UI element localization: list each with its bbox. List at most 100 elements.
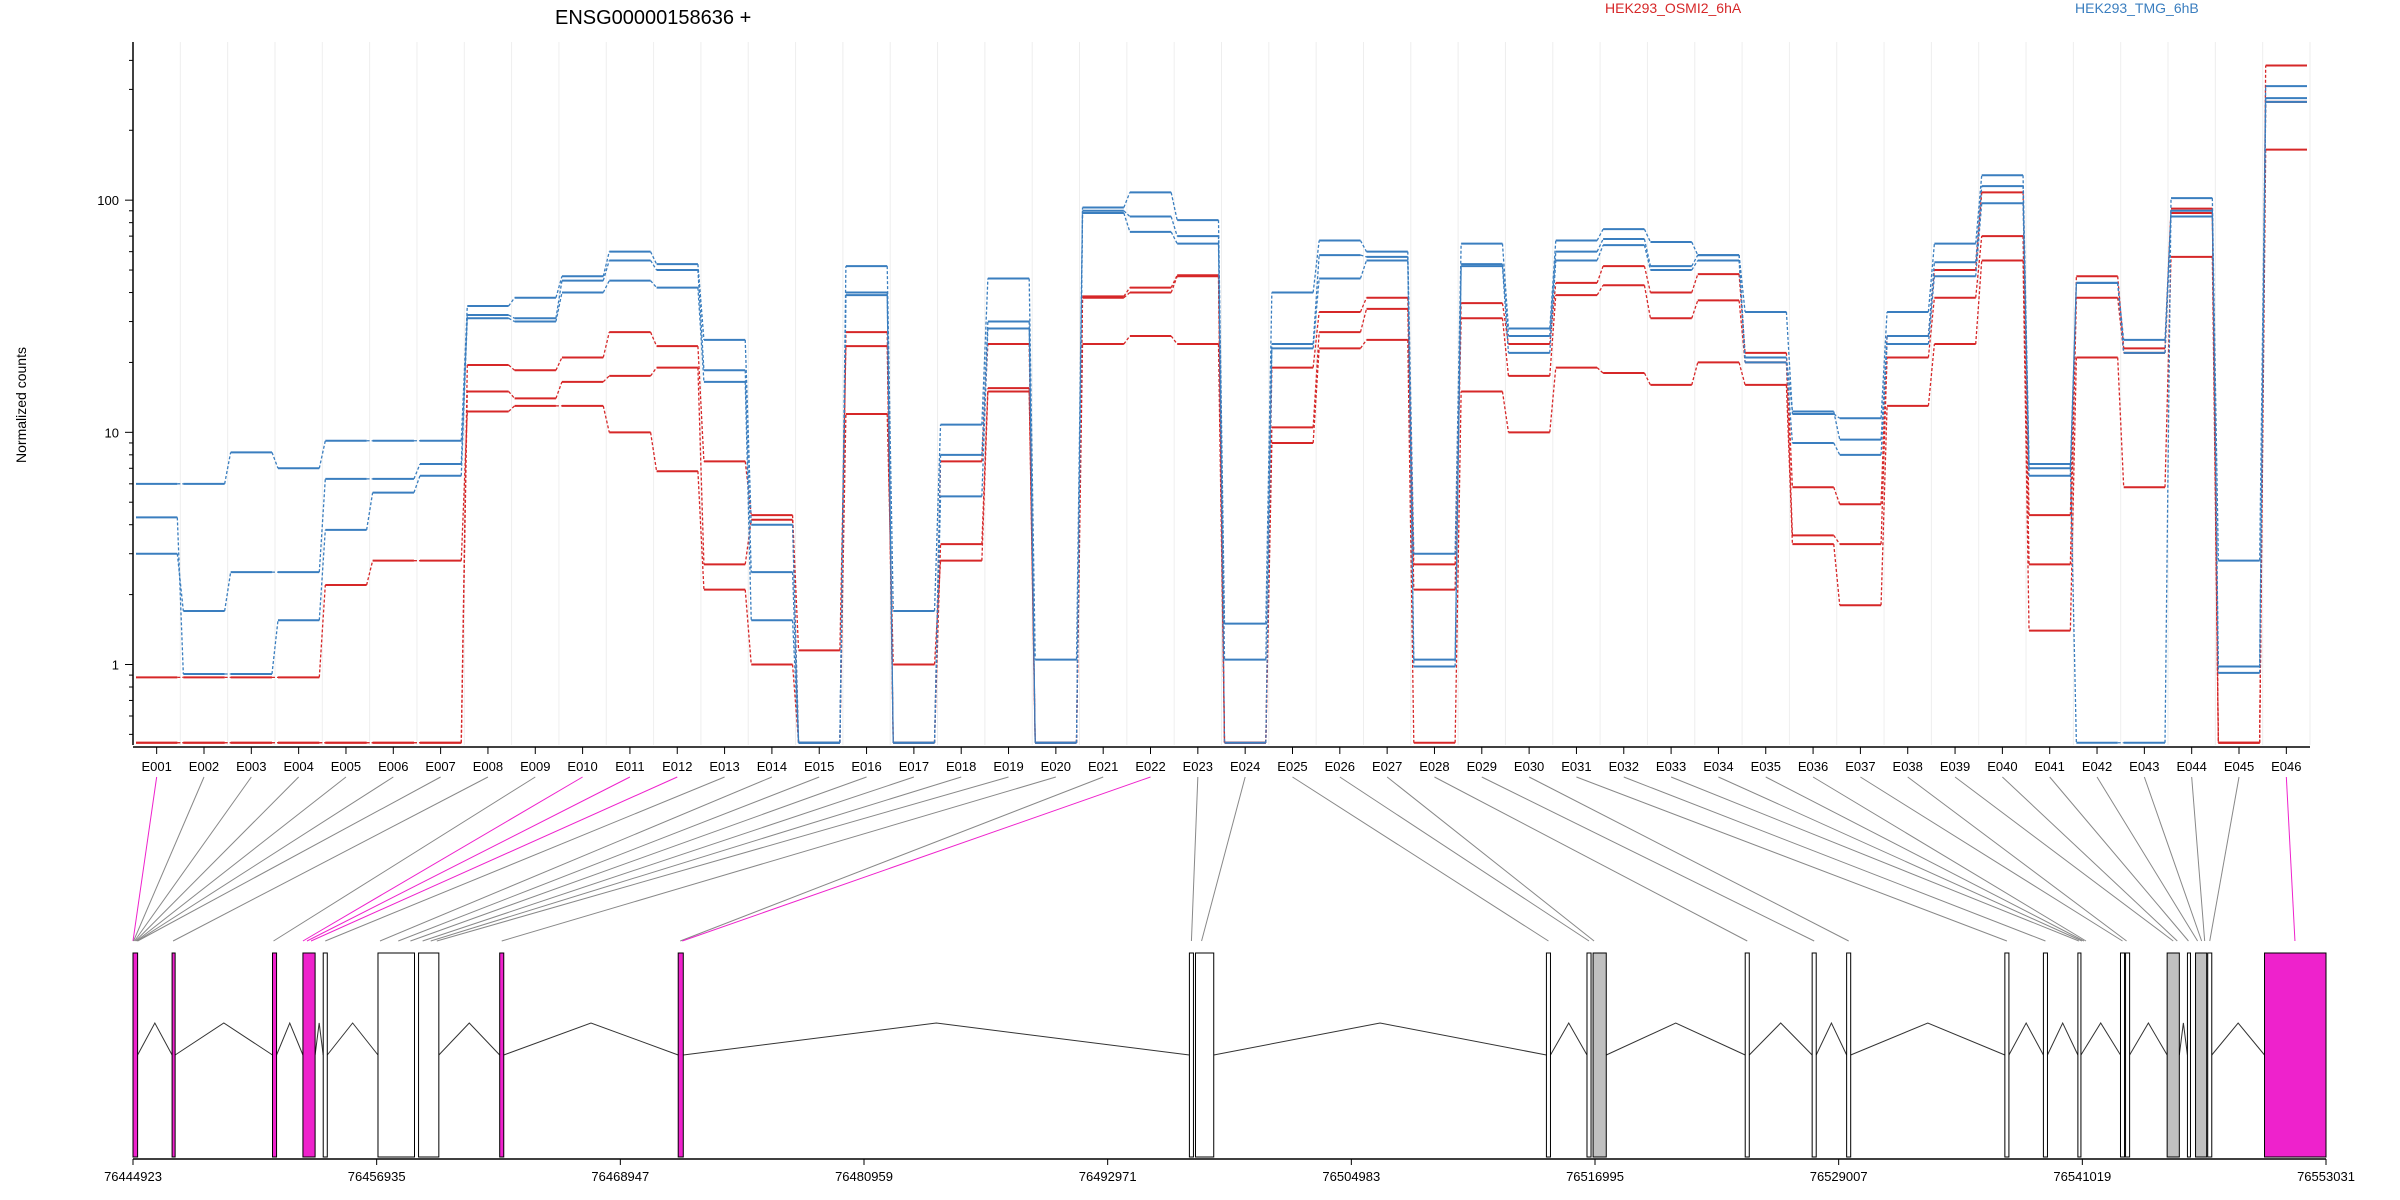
connector-E028: [1434, 776, 1748, 942]
exon-label-E006: E006: [378, 759, 408, 774]
connector-E038: [1907, 776, 2127, 942]
connector-E044: [2191, 776, 2206, 942]
intron: [683, 1022, 1190, 1056]
exon-label-E023: E023: [1183, 759, 1213, 774]
intron: [1850, 1022, 2006, 1056]
exon-label-E038: E038: [1893, 759, 1923, 774]
connector-E024: [1201, 776, 1246, 942]
exon-label-E042: E042: [2082, 759, 2112, 774]
connector-E029: [1481, 776, 1815, 942]
exon-label-E017: E017: [899, 759, 929, 774]
connector-E001: [132, 776, 158, 942]
connector-E035: [1765, 776, 2085, 942]
exon-label-E024: E024: [1230, 759, 1260, 774]
intron: [438, 1022, 501, 1056]
intron: [2047, 1021, 2079, 1056]
connector-E020: [501, 776, 1057, 942]
exon-label-E030: E030: [1514, 759, 1544, 774]
exon-block: [377, 952, 415, 1158]
exon-label-E021: E021: [1088, 759, 1118, 774]
legend-entry-tmg: HEK293_TMG_6hB: [2075, 0, 2199, 16]
exon-block: [1188, 952, 1194, 1158]
exon-block: [499, 952, 505, 1158]
coord-label: 76529007: [1810, 1169, 1868, 1184]
exon-block: [2119, 952, 2126, 1158]
exon-label-E036: E036: [1798, 759, 1828, 774]
intron: [2080, 1022, 2121, 1056]
exon-label-E014: E014: [757, 759, 787, 774]
exon-label-E037: E037: [1845, 759, 1875, 774]
exon-block: [322, 952, 328, 1158]
exon-label-E003: E003: [236, 759, 266, 774]
intron: [276, 1021, 304, 1056]
exon-block: [2042, 952, 2048, 1158]
exon-label-E022: E022: [1135, 759, 1165, 774]
exon-label-E011: E011: [615, 759, 644, 774]
intron: [326, 1022, 379, 1056]
exon-label-E010: E010: [567, 759, 597, 774]
series-connector: [177, 86, 2267, 744]
connector-E021: [680, 776, 1104, 942]
exon-block: [1592, 952, 1607, 1158]
connector-E015: [398, 776, 820, 942]
exon-label-E012: E012: [662, 759, 692, 774]
exon-label-E018: E018: [946, 759, 976, 774]
series-HEK293_TMG_6hB-5: [136, 100, 2307, 744]
exon-block: [2264, 952, 2327, 1158]
exon-label-E015: E015: [804, 759, 834, 774]
exon-block: [302, 952, 316, 1158]
coord-label: 76516995: [1566, 1169, 1624, 1184]
exon-block: [1194, 952, 1215, 1158]
connector-E026: [1339, 776, 1590, 942]
y-tick-label: 10: [105, 425, 119, 440]
exon-block: [2004, 952, 2010, 1158]
connector-E022: [682, 776, 1151, 942]
exon-block: [171, 952, 176, 1158]
connector-E034: [1718, 776, 2083, 942]
connector-E011: [306, 776, 631, 942]
exon-label-E005: E005: [331, 759, 361, 774]
genomic-coordinate-axis: 76444923 76456935 76468947 76480959 76492971…: [104, 1158, 2355, 1184]
y-tick-label: 1: [112, 657, 119, 672]
y-axis-label: Normalized counts: [13, 347, 29, 463]
intron: [1606, 1022, 1746, 1056]
exon-label-E045: E045: [2224, 759, 2254, 774]
connector-E025: [1292, 776, 1549, 942]
coord-label: 76468947: [591, 1169, 649, 1184]
intron: [174, 1022, 273, 1056]
plot-series: [136, 64, 2307, 744]
connector-E008: [172, 776, 489, 942]
exon-label-E046: E046: [2271, 759, 2301, 774]
exon-block: [2125, 952, 2131, 1158]
connector-E032: [1623, 776, 2046, 942]
exon-label-E008: E008: [473, 759, 503, 774]
connector-E036: [1812, 776, 2087, 942]
exon-label-E031: E031: [1561, 759, 1591, 774]
exon-block: [2077, 952, 2082, 1158]
exon-label-E020: E020: [1041, 759, 1071, 774]
exon-label-E040: E040: [1987, 759, 2017, 774]
connector-E016: [410, 776, 867, 942]
connector-E004: [135, 776, 299, 942]
intron: [1748, 1022, 1813, 1056]
connector-E043: [2143, 776, 2203, 942]
connector-E003: [134, 776, 252, 942]
connector-E013: [325, 776, 725, 942]
exon-label-E027: E027: [1372, 759, 1402, 774]
connector-E005: [136, 776, 347, 942]
exon-label-E025: E025: [1277, 759, 1307, 774]
exon-label-E001: E001: [141, 759, 171, 774]
intron: [503, 1022, 679, 1056]
connector-E009: [273, 776, 536, 942]
y-tick-label: 100: [97, 193, 119, 208]
connector-E033: [1670, 776, 2080, 942]
exon-block: [132, 952, 139, 1158]
exon-label-E035: E035: [1751, 759, 1781, 774]
exon-label-E033: E033: [1656, 759, 1686, 774]
exon-block: [1744, 952, 1750, 1158]
exon-label-E041: E041: [2035, 759, 2065, 774]
exon-label-E026: E026: [1325, 759, 1355, 774]
exon-label-E034: E034: [1703, 759, 1733, 774]
coord-label: 76456935: [348, 1169, 406, 1184]
